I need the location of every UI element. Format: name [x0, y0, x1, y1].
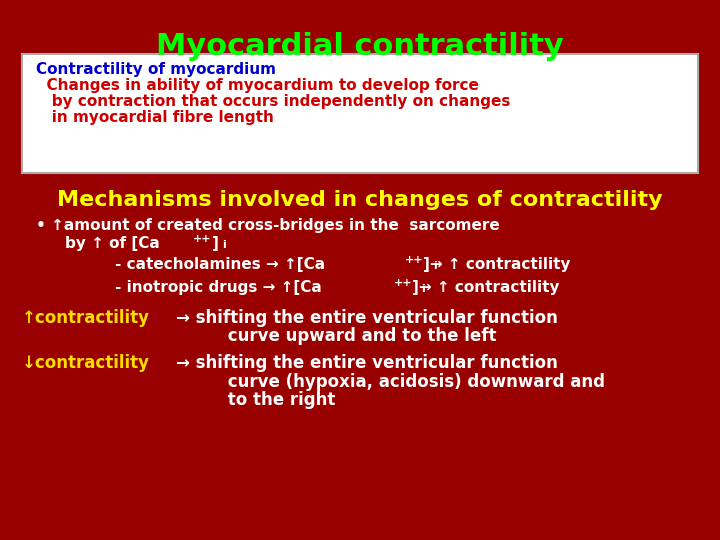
- Text: Contractility of myocardium: Contractility of myocardium: [36, 62, 276, 77]
- Text: curve (hypoxia, acidosis) downward and: curve (hypoxia, acidosis) downward and: [176, 373, 606, 390]
- Text: by contraction that occurs independently on changes: by contraction that occurs independently…: [36, 94, 510, 109]
- Text: by ↑ of [Ca: by ↑ of [Ca: [65, 236, 160, 251]
- Text: → shifting the entire ventricular function: → shifting the entire ventricular functi…: [176, 309, 558, 327]
- Text: ++: ++: [394, 278, 413, 288]
- Text: in myocardial fibre length: in myocardial fibre length: [36, 110, 274, 125]
- Text: Changes in ability of myocardium to develop force: Changes in ability of myocardium to deve…: [36, 78, 479, 93]
- Text: i: i: [433, 261, 436, 271]
- Text: ↑contractility: ↑contractility: [22, 309, 150, 327]
- Bar: [22, 54, 698, 173]
- Text: - inotropic drugs → ↑[Ca: - inotropic drugs → ↑[Ca: [115, 280, 322, 295]
- Text: curve upward and to the left: curve upward and to the left: [176, 327, 497, 345]
- Text: → shifting the entire ventricular function: → shifting the entire ventricular functi…: [176, 354, 558, 372]
- Text: ]→ ↑ contractility: ]→ ↑ contractility: [423, 256, 571, 272]
- Text: Myocardial contractility: Myocardial contractility: [156, 32, 564, 62]
- Text: i: i: [222, 240, 225, 250]
- Text: to the right: to the right: [176, 391, 336, 409]
- Text: Mechanisms involved in changes of contractility: Mechanisms involved in changes of contra…: [57, 190, 663, 210]
- Text: ]→ ↑ contractility: ]→ ↑ contractility: [412, 280, 559, 295]
- Text: ]: ]: [212, 236, 220, 251]
- Text: - catecholamines → ↑[Ca: - catecholamines → ↑[Ca: [115, 256, 325, 272]
- Text: i: i: [421, 284, 425, 294]
- Text: • ↑amount of created cross-bridges in the  sarcomere: • ↑amount of created cross-bridges in th…: [36, 218, 500, 233]
- Text: ↓contractility: ↓contractility: [22, 354, 150, 372]
- Text: ++: ++: [193, 234, 212, 245]
- Text: ++: ++: [405, 255, 424, 265]
